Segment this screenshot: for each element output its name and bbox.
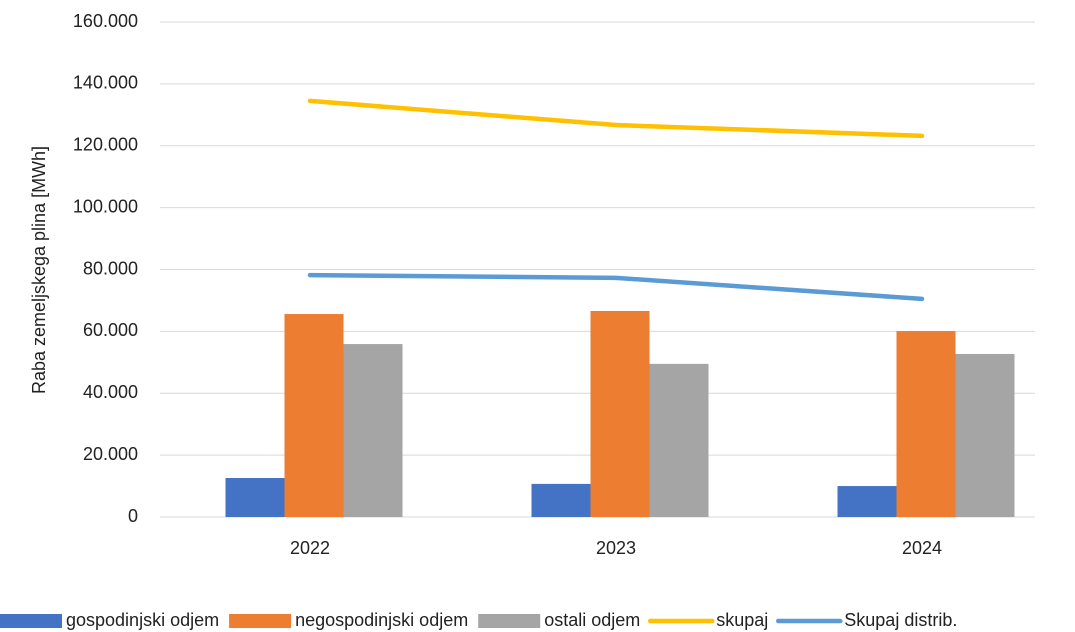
bar — [531, 483, 591, 517]
x-tick-label: 2023 — [596, 538, 636, 558]
legend-swatch — [229, 614, 292, 628]
bar — [896, 331, 956, 517]
legend-label: gospodinjski odjem — [66, 610, 219, 630]
legend-swatch — [0, 614, 62, 628]
y-tick-label: 80.000 — [83, 258, 138, 278]
x-tick-label: 2024 — [902, 538, 942, 558]
y-tick-label: 0 — [128, 506, 138, 526]
legend-swatch — [478, 614, 541, 628]
y-tick-label: 20.000 — [83, 444, 138, 464]
y-tick-label: 60.000 — [83, 320, 138, 340]
bar — [649, 363, 709, 517]
legend-label: ostali odjem — [544, 610, 640, 630]
y-tick-label: 160.000 — [73, 11, 138, 31]
bar — [343, 344, 403, 517]
line — [307, 272, 925, 302]
x-tick-label: 2022 — [290, 538, 330, 558]
bar — [955, 353, 1015, 517]
bar — [225, 478, 285, 517]
y-tick-label: 100.000 — [73, 196, 138, 216]
y-tick-label: 120.000 — [73, 135, 138, 155]
y-axis-label: Raba zemeljskega plina [MWh] — [29, 146, 49, 394]
y-tick-label: 40.000 — [83, 382, 138, 402]
line — [307, 98, 925, 139]
bar — [590, 310, 650, 517]
y-tick-label: 140.000 — [73, 73, 138, 93]
bar — [837, 486, 897, 517]
legend-label: Skupaj distrib. — [844, 610, 957, 630]
bar — [284, 314, 344, 517]
legend-label: negospodinjski odjem — [295, 610, 468, 630]
legend-label: skupaj — [716, 610, 768, 630]
